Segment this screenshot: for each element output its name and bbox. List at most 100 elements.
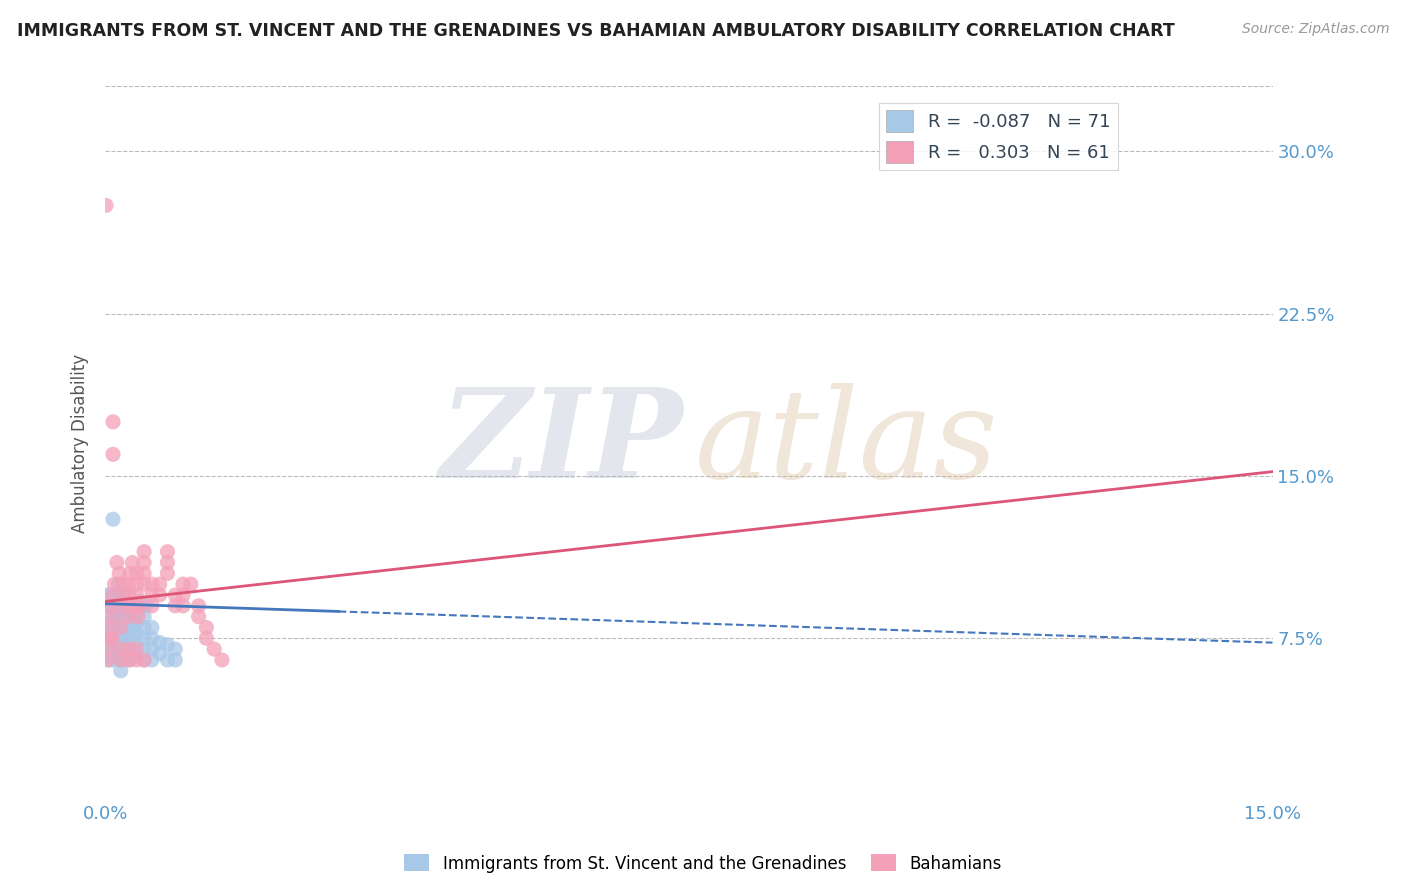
Point — [129, 599, 152, 613]
Point — [98, 653, 121, 667]
Point — [134, 653, 156, 667]
Point — [101, 638, 124, 652]
Point — [101, 642, 124, 657]
Point — [96, 616, 118, 631]
Point — [127, 605, 149, 619]
Point — [110, 599, 132, 613]
Point — [141, 632, 163, 646]
Point — [172, 599, 194, 613]
Point — [96, 616, 118, 631]
Point — [156, 653, 179, 667]
Point — [114, 653, 136, 667]
Point — [156, 545, 179, 559]
Point — [121, 614, 143, 628]
Point — [125, 588, 148, 602]
Point — [111, 577, 134, 591]
Point — [117, 599, 139, 613]
Point — [141, 642, 163, 657]
Point — [141, 577, 163, 591]
Point — [125, 616, 148, 631]
Point — [165, 588, 187, 602]
Text: atlas: atlas — [695, 383, 998, 504]
Point — [187, 609, 209, 624]
Point — [195, 620, 218, 634]
Point — [149, 577, 172, 591]
Point — [125, 566, 148, 581]
Point — [149, 647, 172, 661]
Point — [117, 577, 139, 591]
Point — [107, 577, 129, 591]
Point — [165, 599, 187, 613]
Point — [97, 632, 120, 646]
Point — [100, 632, 122, 646]
Point — [211, 653, 233, 667]
Point — [103, 609, 125, 624]
Point — [125, 577, 148, 591]
Point — [134, 566, 156, 581]
Point — [110, 642, 132, 657]
Point — [149, 588, 172, 602]
Point — [180, 577, 202, 591]
Legend: Immigrants from St. Vincent and the Grenadines, Bahamians: Immigrants from St. Vincent and the Gren… — [398, 847, 1008, 880]
Point — [114, 642, 136, 657]
Point — [117, 588, 139, 602]
Point — [96, 588, 118, 602]
Point — [117, 638, 139, 652]
Point — [165, 653, 187, 667]
Point — [156, 638, 179, 652]
Point — [117, 620, 139, 634]
Point — [195, 632, 218, 646]
Point — [96, 653, 118, 667]
Point — [98, 599, 121, 613]
Point — [121, 624, 143, 639]
Point — [117, 609, 139, 624]
Point — [110, 620, 132, 634]
Point — [110, 620, 132, 634]
Point — [98, 642, 121, 657]
Point — [134, 642, 156, 657]
Point — [110, 632, 132, 646]
Point — [96, 620, 118, 634]
Point — [125, 647, 148, 661]
Point — [117, 599, 139, 613]
Point — [141, 599, 163, 613]
Point — [156, 566, 179, 581]
Point — [134, 556, 156, 570]
Point — [165, 642, 187, 657]
Point — [117, 609, 139, 624]
Point — [134, 545, 156, 559]
Point — [105, 635, 128, 649]
Point — [111, 599, 134, 613]
Point — [134, 632, 156, 646]
Point — [128, 594, 150, 608]
Point — [110, 653, 132, 667]
Point — [94, 198, 117, 212]
Point — [96, 632, 118, 646]
Point — [110, 653, 132, 667]
Point — [121, 556, 143, 570]
Text: ZIP: ZIP — [439, 383, 683, 504]
Point — [114, 588, 136, 602]
Point — [156, 556, 179, 570]
Point — [120, 653, 142, 667]
Point — [103, 599, 125, 613]
Point — [117, 642, 139, 657]
Point — [125, 627, 148, 641]
Point — [98, 624, 121, 639]
Point — [100, 603, 122, 617]
Point — [134, 577, 156, 591]
Legend: R =  -0.087   N = 71, R =   0.303   N = 61: R = -0.087 N = 71, R = 0.303 N = 61 — [879, 103, 1118, 170]
Point — [101, 632, 124, 646]
Point — [141, 588, 163, 602]
Point — [101, 512, 124, 526]
Point — [110, 642, 132, 657]
Point — [101, 609, 124, 624]
Point — [101, 588, 124, 602]
Point — [120, 566, 142, 581]
Text: IMMIGRANTS FROM ST. VINCENT AND THE GRENADINES VS BAHAMIAN AMBULATORY DISABILITY: IMMIGRANTS FROM ST. VINCENT AND THE GREN… — [17, 22, 1174, 40]
Point — [125, 653, 148, 667]
Point — [114, 624, 136, 639]
Point — [134, 609, 156, 624]
Point — [108, 566, 131, 581]
Point — [107, 588, 129, 602]
